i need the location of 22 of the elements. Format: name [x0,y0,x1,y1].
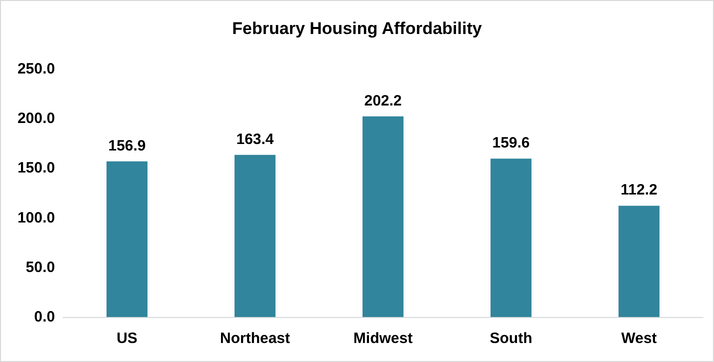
bar [490,158,532,317]
y-tick-label: 200.0 [17,110,55,128]
chart-title: February Housing Affordability [232,19,482,38]
y-tick-label: 0.0 [34,308,55,326]
data-label: 112.2 [620,182,658,199]
data-label: 159.6 [492,134,530,152]
y-tick-label: 100.0 [17,209,55,226]
bar [106,161,148,317]
data-label: 163.4 [236,130,274,148]
bar [618,206,660,317]
y-tick-label: 250.0 [17,60,55,78]
x-tick-label: West [621,330,657,347]
x-tick-label: Midwest [353,330,413,347]
x-tick-label: South [490,330,532,347]
x-tick-label: Northeast [220,330,290,347]
bar [234,154,276,317]
data-label: 156.9 [108,137,146,154]
data-label: 202.2 [364,92,402,110]
y-tick-label: 50.0 [26,258,55,276]
y-tick-label: 150.0 [17,160,55,177]
bar [362,116,404,317]
x-tick-label: US [116,330,138,347]
